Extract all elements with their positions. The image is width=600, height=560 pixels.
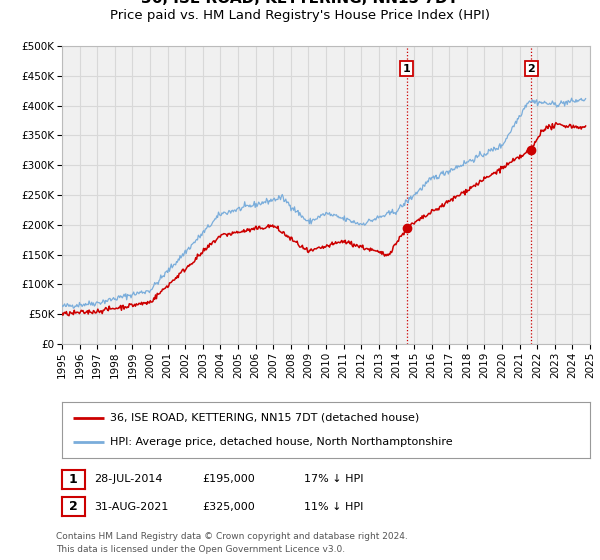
Text: 2: 2 [69, 500, 78, 513]
Text: 1: 1 [403, 64, 410, 74]
Text: 31-AUG-2021: 31-AUG-2021 [94, 502, 168, 512]
Text: HPI: Average price, detached house, North Northamptonshire: HPI: Average price, detached house, Nort… [110, 437, 452, 447]
Text: Price paid vs. HM Land Registry's House Price Index (HPI): Price paid vs. HM Land Registry's House … [110, 9, 490, 22]
Text: £195,000: £195,000 [202, 474, 254, 484]
Text: 28-JUL-2014: 28-JUL-2014 [94, 474, 162, 484]
Text: 11% ↓ HPI: 11% ↓ HPI [304, 502, 363, 512]
Text: This data is licensed under the Open Government Licence v3.0.: This data is licensed under the Open Gov… [56, 545, 345, 554]
Text: 1: 1 [69, 473, 78, 486]
Text: Contains HM Land Registry data © Crown copyright and database right 2024.: Contains HM Land Registry data © Crown c… [56, 532, 408, 541]
Text: £325,000: £325,000 [202, 502, 254, 512]
Text: 36, ISE ROAD, KETTERING, NN15 7DT: 36, ISE ROAD, KETTERING, NN15 7DT [142, 0, 458, 6]
Text: 17% ↓ HPI: 17% ↓ HPI [304, 474, 363, 484]
Text: 2: 2 [527, 64, 535, 74]
Text: 36, ISE ROAD, KETTERING, NN15 7DT (detached house): 36, ISE ROAD, KETTERING, NN15 7DT (detac… [110, 413, 419, 423]
